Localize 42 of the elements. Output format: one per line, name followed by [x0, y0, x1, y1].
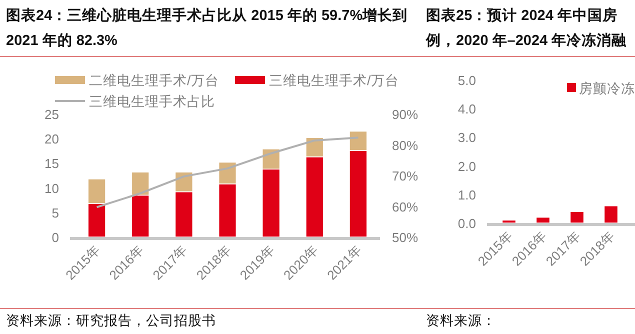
legend-label: 三维电生理手术/万台: [269, 73, 399, 88]
legend-label: 二维电生理手术/万台: [89, 73, 219, 88]
y2-tick-label: 70%: [392, 168, 418, 184]
line-series: [96, 136, 360, 208]
y-tick-label: 0: [52, 230, 59, 245]
y2-tick-label: 90%: [392, 107, 418, 122]
y2-tick-label: 60%: [392, 199, 418, 214]
bar: [502, 220, 516, 224]
y2-tick-label: 80%: [392, 138, 418, 153]
legend-label: 三维电生理手术占比: [89, 94, 215, 109]
bar: [88, 203, 106, 238]
y-tick-label: 3.0: [458, 130, 476, 146]
bar: [88, 178, 106, 204]
bar: [349, 130, 368, 151]
bar: [131, 194, 150, 238]
chart-subtitle: 例，2020 年–2024 年冷冻消融: [426, 32, 627, 51]
bar: [174, 191, 194, 238]
bar: [604, 205, 618, 224]
bar: [262, 168, 280, 238]
bar: [131, 172, 150, 196]
y-tick-label: 20: [44, 132, 59, 147]
bar: [218, 162, 237, 184]
y-tick-label: 1.0: [458, 187, 476, 202]
y-tick-label: 25: [44, 107, 59, 122]
bar: [306, 156, 324, 238]
y2-tick-label: 50%: [392, 230, 418, 245]
text: 资料来源：: [426, 312, 496, 330]
bar: [570, 211, 584, 224]
y-tick-label: 5: [52, 205, 59, 220]
y-tick-label: 10: [44, 180, 59, 196]
bar: [536, 216, 550, 224]
legend-label: 房颤冷冻: [579, 81, 635, 96]
y-tick-label: 4.0: [458, 102, 476, 117]
y-tick-label: 2.0: [458, 158, 476, 174]
bar: [349, 150, 368, 238]
chart-title: 图表25：预计 2024 年中国房: [426, 6, 618, 26]
y-tick-label: 0.0: [458, 216, 476, 231]
text: 资料来源：研究报告，公司招股书: [6, 312, 216, 330]
y-tick-label: 5.0: [458, 73, 476, 88]
chart-title: 图表24：三维心脏电生理手术占比从 2015 年的 59.7%增长到 2021 年的 82.3%: [6, 6, 409, 51]
bar: [218, 183, 237, 238]
y-tick-label: 15: [44, 156, 59, 172]
